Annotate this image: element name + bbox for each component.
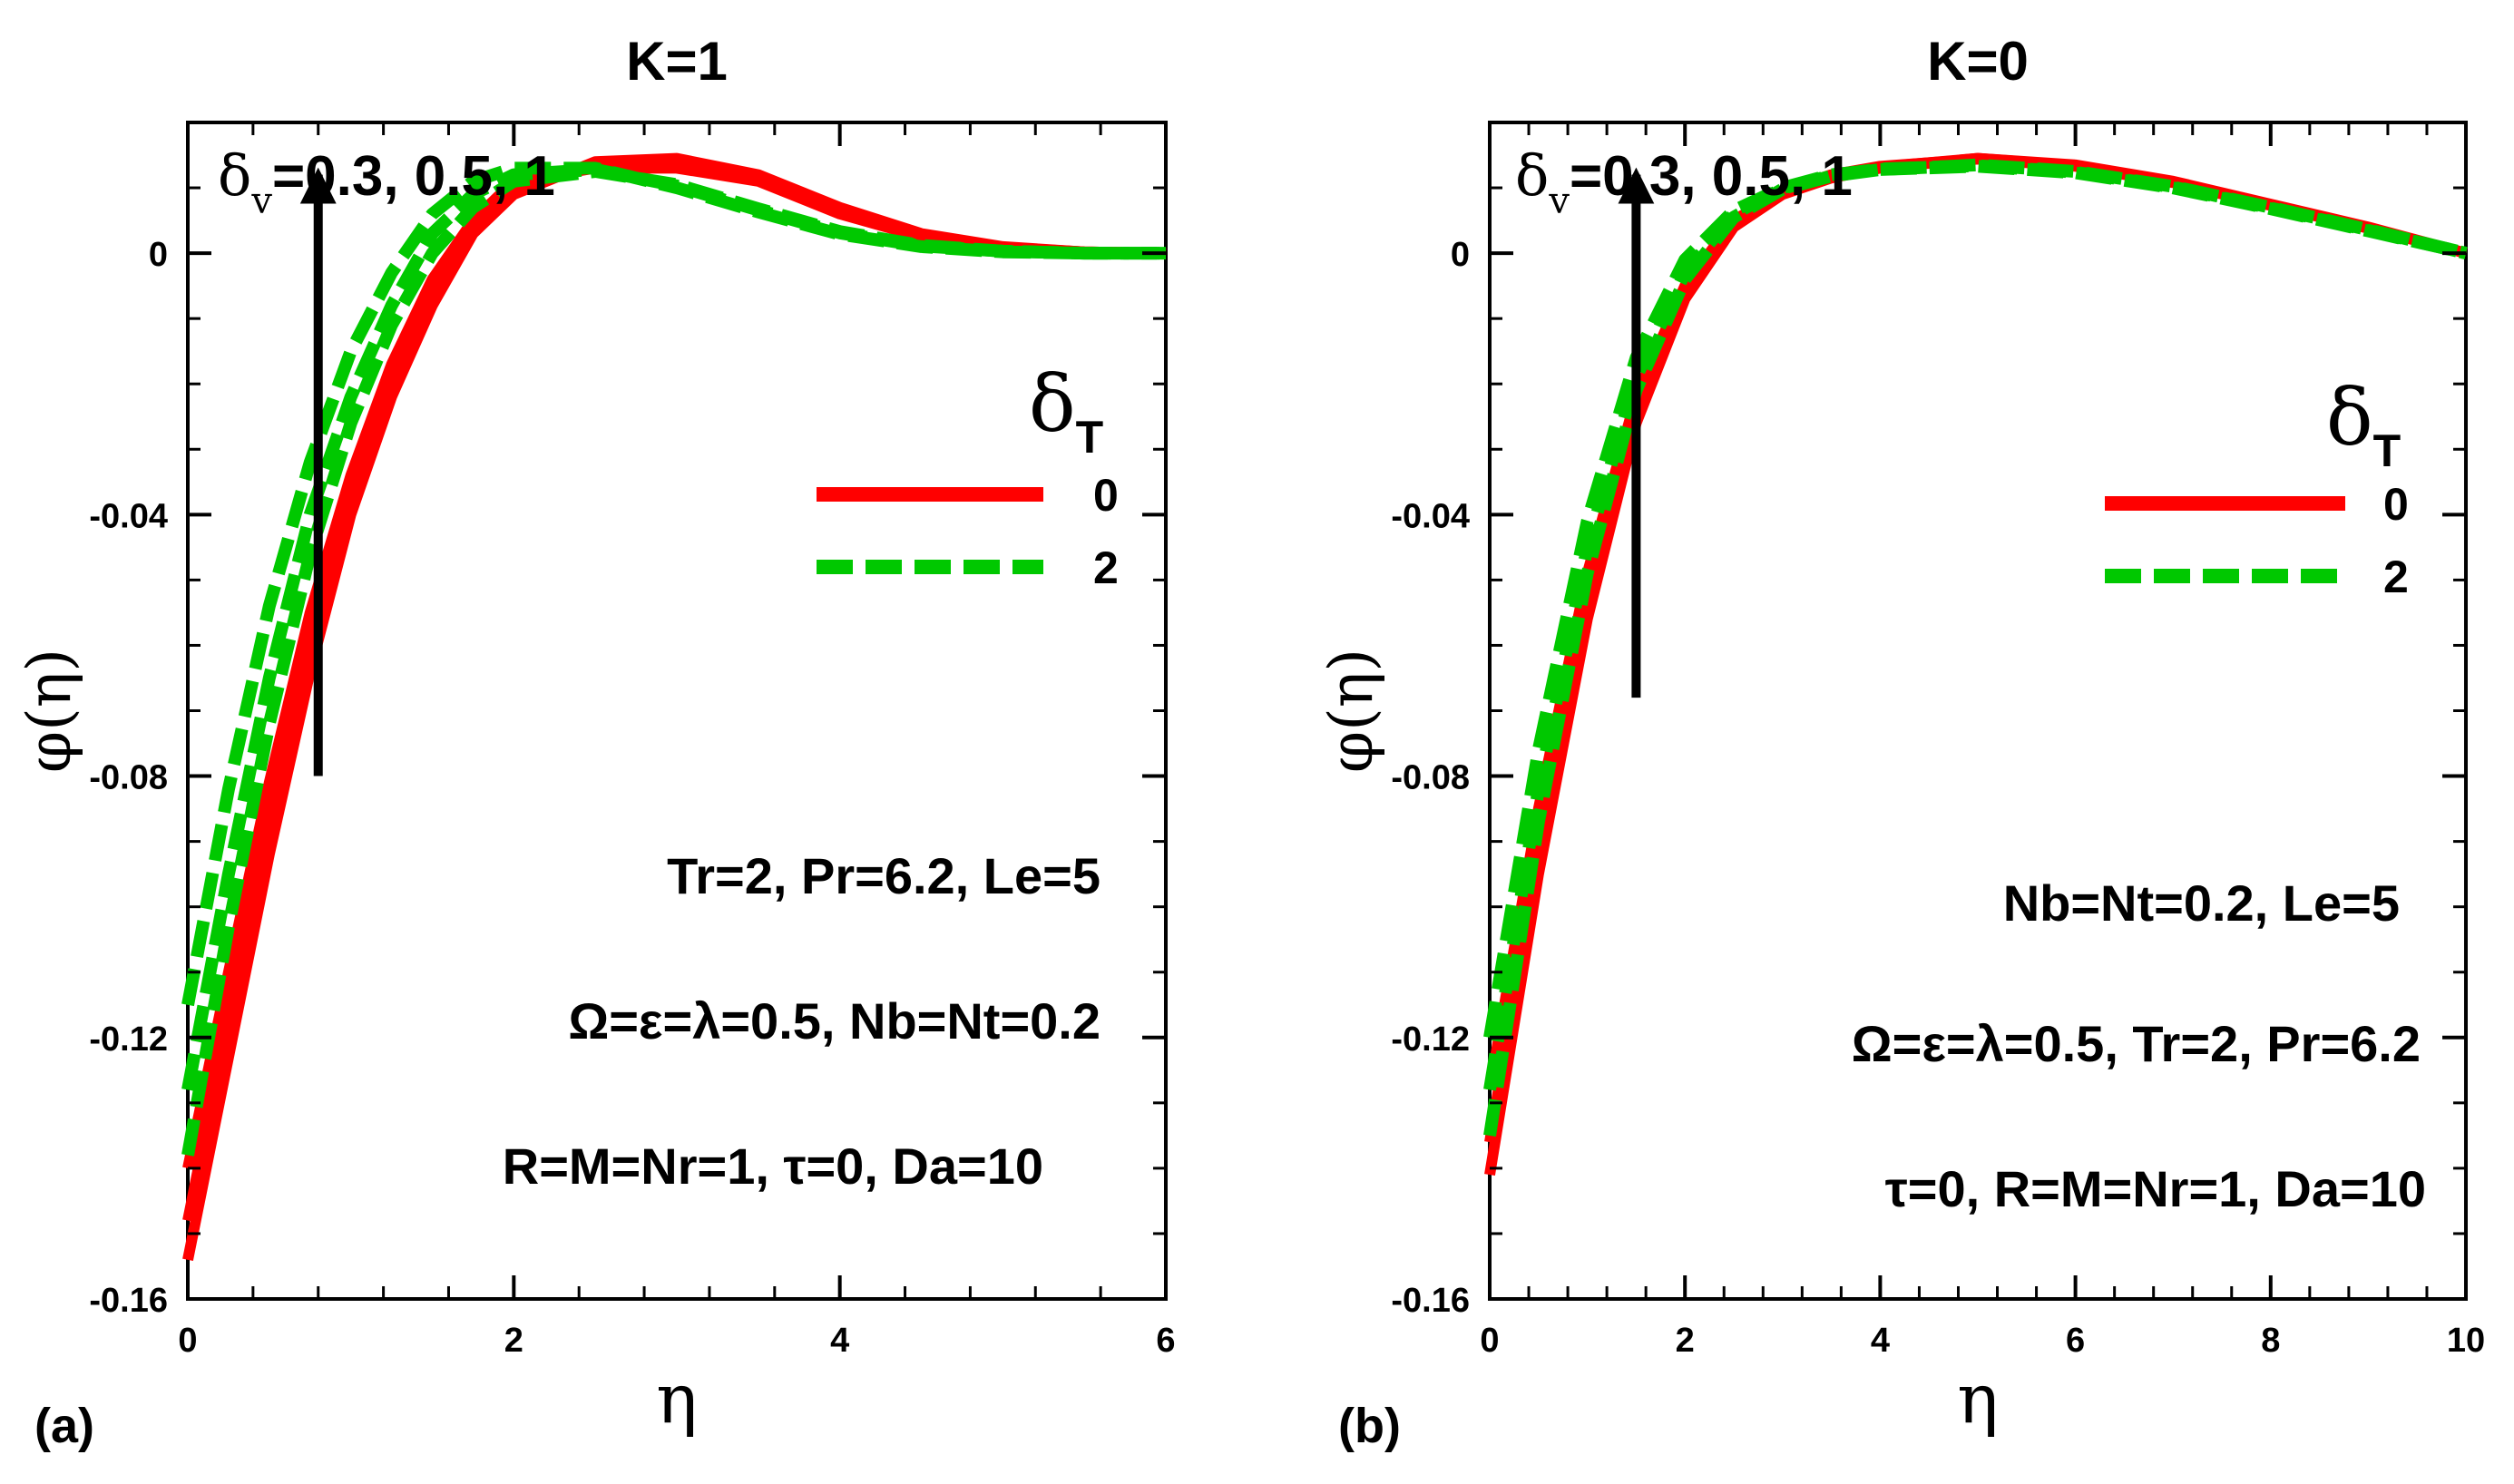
parameter-annotation: Nb=Nt=0.2, Le=5 <box>2003 874 2400 932</box>
legend-title-subscript: T <box>1076 412 1104 463</box>
x-tick-label: 0 <box>1480 1322 1499 1360</box>
panel-label: (a) <box>34 1399 94 1453</box>
arrow-label-subscript: v <box>1548 181 1570 222</box>
y-axis-label: φ(η) <box>15 649 84 773</box>
panel-b: 0 2 4 6 8 10 0 -0.04 -0.08 -0.12 -0.16 K=0 η φ(η) (b) δ… <box>1316 31 2485 1453</box>
legend-title-subscript: T <box>2373 425 2402 476</box>
y-axis-label: φ(η) <box>1316 649 1386 773</box>
y-tick-label: -0.12 <box>1391 1020 1470 1059</box>
series-line-6 <box>1483 160 2468 1039</box>
legend-title: δT <box>1029 359 1103 463</box>
parameter-annotation: τ=0, R=M=Nr=1, Da=10 <box>1885 1160 2426 1217</box>
x-tick-label: 6 <box>2066 1322 2085 1360</box>
parameter-annotation: R=M=Nr=1, τ=0, Da=10 <box>503 1137 1043 1195</box>
arrow-label: δv=0.3, 0.5, 1 <box>218 142 555 222</box>
y-tick-label: -0.08 <box>89 759 168 797</box>
x-tick-label: 4 <box>1871 1322 1890 1360</box>
arrow-label: δv=0.3, 0.5, 1 <box>1515 142 1853 222</box>
arrow-label-values: =0.3, 0.5, 1 <box>272 145 555 208</box>
legend-label: 2 <box>2383 552 2409 602</box>
legend-label: 2 <box>1093 542 1119 593</box>
legend-title-symbol: δ <box>1029 359 1076 450</box>
x-tick-label: 8 <box>2261 1322 2280 1360</box>
y-tick-label: -0.16 <box>1391 1282 1470 1320</box>
y-tick-label: -0.12 <box>89 1020 168 1059</box>
y-tick-label: -0.16 <box>89 1282 168 1320</box>
series-line-6 <box>181 161 1166 1007</box>
panel-a: 0 2 4 60-0.04-0.08-0.12-0.16K=1ηφ(η)(a)δv=0… <box>15 31 1176 1453</box>
arrow-label-symbol: δ <box>1515 142 1549 209</box>
chart-title: K=1 <box>626 31 728 92</box>
parameter-annotation: Ω=ε=λ=0.5, Tr=2, Pr=6.2 <box>1852 1015 2421 1072</box>
y-tick-label: -0.04 <box>89 497 168 535</box>
chart-title: K=0 <box>1927 31 2029 92</box>
plot-frame <box>186 121 1168 1301</box>
panel-label: (b) <box>1338 1399 1401 1453</box>
parameter-annotation: Ω=ε=λ=0.5, Nb=Nt=0.2 <box>568 992 1100 1050</box>
series-line-5 <box>181 162 1166 1091</box>
y-tick-label: 0 <box>1451 236 1470 274</box>
x-tick-label: 6 <box>1156 1322 1175 1360</box>
x-tick-label: 10 <box>2447 1322 2485 1360</box>
legend-title-symbol: δ <box>2326 373 2373 464</box>
y-tick-label: -0.08 <box>1391 759 1470 797</box>
x-tick-label: 4 <box>830 1322 849 1360</box>
x-axis-label: η <box>656 1358 698 1439</box>
arrow-label-symbol: δ <box>218 142 251 209</box>
x-tick-label: 2 <box>1676 1322 1695 1360</box>
x-tick-label: 0 <box>178 1322 197 1360</box>
legend-title: δT <box>2326 373 2401 476</box>
x-tick-label: 2 <box>504 1322 523 1360</box>
x-axis-label: η <box>1957 1358 1999 1439</box>
series-line-1 <box>182 152 1167 1261</box>
y-tick-label: -0.04 <box>1391 497 1470 535</box>
series-line-2 <box>182 157 1167 1222</box>
y-tick-label: 0 <box>149 236 168 274</box>
legend-label: 0 <box>1093 470 1119 521</box>
legend-label: 0 <box>2383 479 2409 530</box>
arrow-label-values: =0.3, 0.5, 1 <box>1570 145 1853 208</box>
arrow-label-subscript: v <box>250 181 272 222</box>
parameter-annotation: Tr=2, Pr=6.2, Le=5 <box>667 847 1100 904</box>
